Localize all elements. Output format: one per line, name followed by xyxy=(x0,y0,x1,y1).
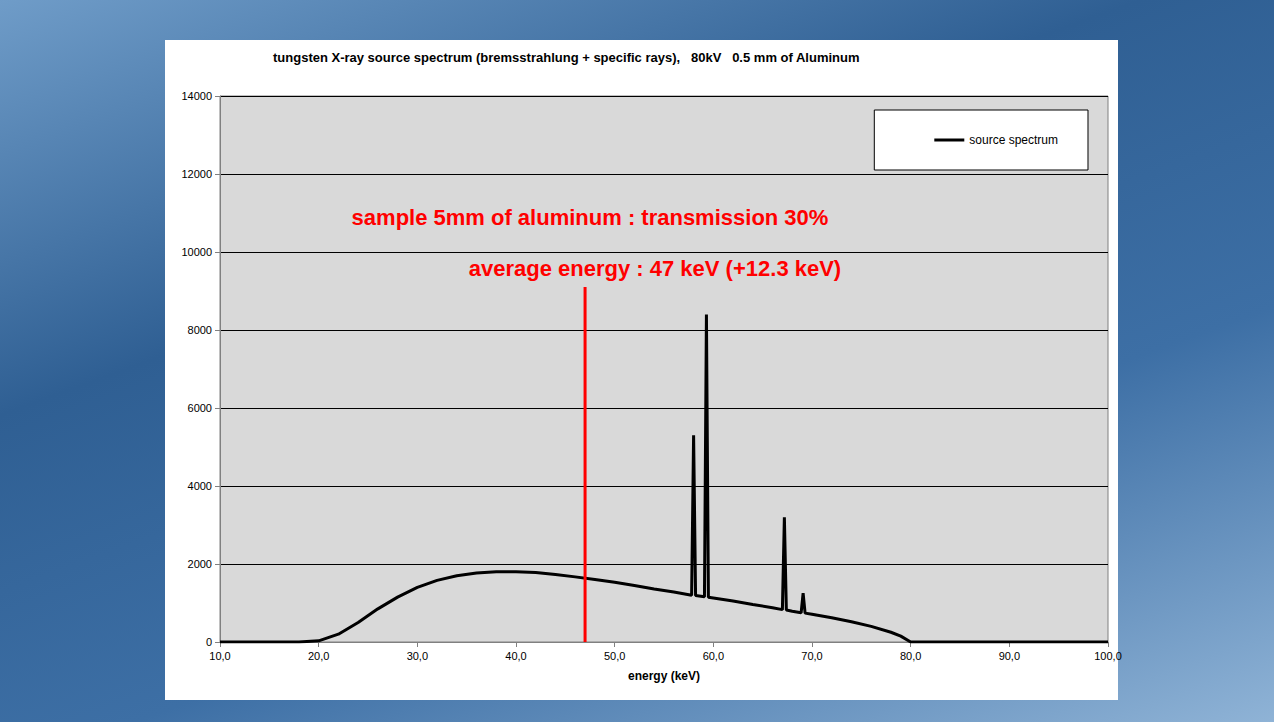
svg-text:energy (keV): energy (keV) xyxy=(628,669,700,683)
svg-text:14000: 14000 xyxy=(181,90,212,102)
svg-text:10000: 10000 xyxy=(181,246,212,258)
svg-text:12000: 12000 xyxy=(181,168,212,180)
svg-text:60,0: 60,0 xyxy=(703,650,724,662)
svg-text:4000: 4000 xyxy=(188,480,212,492)
svg-text:70,0: 70,0 xyxy=(801,650,822,662)
svg-text:50,0: 50,0 xyxy=(604,650,625,662)
svg-text:0: 0 xyxy=(206,636,212,648)
svg-text:30,0: 30,0 xyxy=(407,650,428,662)
svg-text:10,0: 10,0 xyxy=(209,650,230,662)
svg-text:40,0: 40,0 xyxy=(505,650,526,662)
svg-text:source spectrum: source spectrum xyxy=(969,133,1058,147)
svg-text:2000: 2000 xyxy=(188,558,212,570)
svg-text:6000: 6000 xyxy=(188,402,212,414)
svg-text:80,0: 80,0 xyxy=(900,650,921,662)
svg-text:sample 5mm of aluminum : trans: sample 5mm of aluminum : transmission 30… xyxy=(352,205,829,230)
svg-text:tungsten X-ray source spectrum: tungsten X-ray source spectrum (bremsstr… xyxy=(273,50,860,65)
svg-text:100,0: 100,0 xyxy=(1094,650,1122,662)
svg-text:8000: 8000 xyxy=(188,324,212,336)
svg-text:90,0: 90,0 xyxy=(999,650,1020,662)
svg-text:average energy : 47 keV (+12.3: average energy : 47 keV (+12.3 keV) xyxy=(469,256,841,281)
svg-text:20,0: 20,0 xyxy=(308,650,329,662)
